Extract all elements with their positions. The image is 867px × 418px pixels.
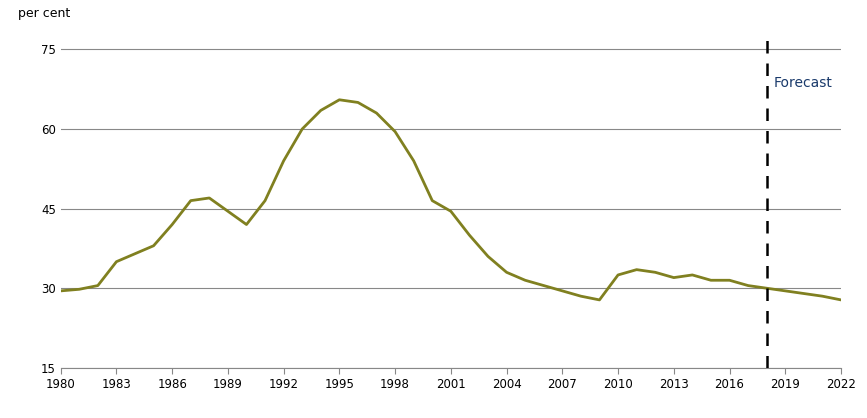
Text: per cent: per cent [18,7,70,20]
Text: Forecast: Forecast [774,76,833,90]
